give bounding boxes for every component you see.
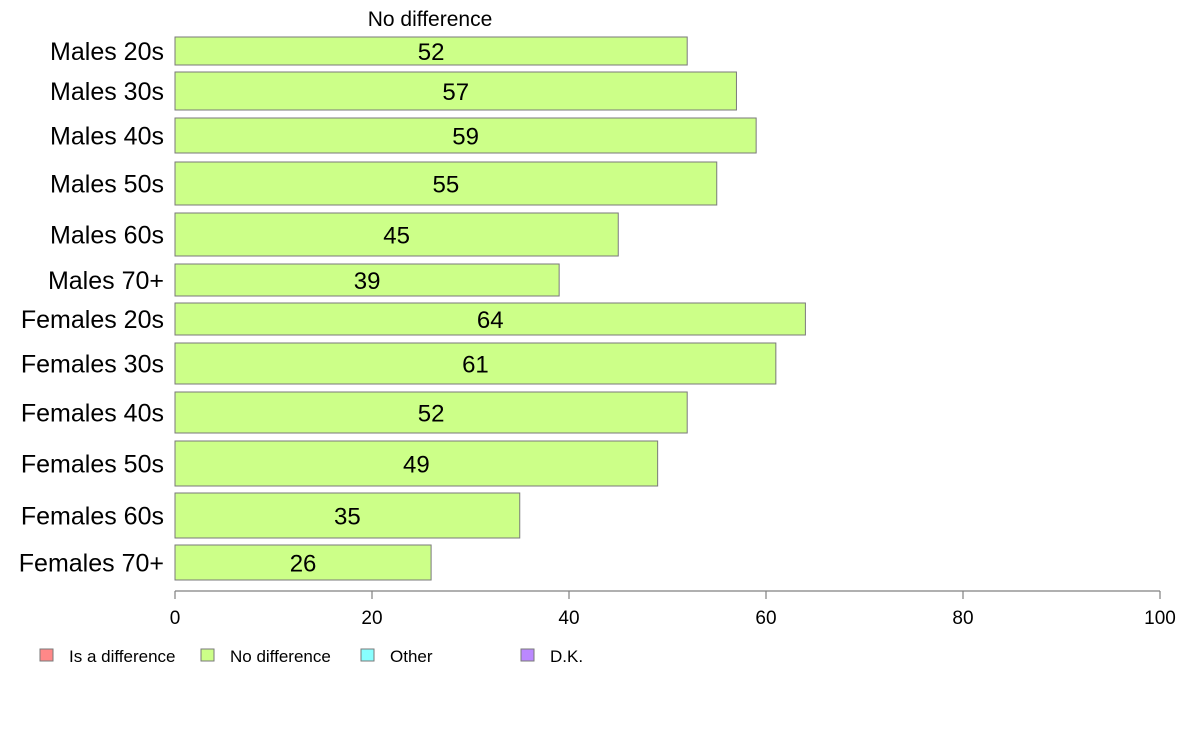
- bars-group: Males 20s 52 Males 30s 57 Males 40s 59 Males 5…: [19, 36, 806, 581]
- series-title: No difference: [368, 8, 493, 31]
- x-tick-label: 80: [952, 608, 973, 629]
- category-label: Males 60s: [50, 222, 164, 250]
- value-label: 45: [383, 223, 410, 250]
- value-label: 61: [462, 352, 489, 379]
- x-tick-label: 100: [1144, 608, 1176, 629]
- category-label: Males 20s: [50, 38, 164, 66]
- legend-label-d-k: D.K.: [550, 647, 583, 666]
- category-label: Males 50s: [50, 171, 164, 199]
- value-label: 49: [403, 452, 430, 479]
- category-label: Males 70+: [48, 267, 164, 295]
- category-label: Females 40s: [21, 400, 164, 428]
- bar-males-60s: [174, 212, 619, 257]
- x-axis: 0 20 40 60 80 100: [170, 590, 1176, 629]
- legend-label-no-difference: No difference: [230, 647, 331, 666]
- legend-swatch-no-difference: [200, 648, 215, 662]
- value-label: 59: [452, 124, 479, 151]
- bar-females-20s: [174, 302, 806, 336]
- bar-males-70: [174, 263, 560, 297]
- legend-swatch-d-k: [520, 648, 535, 662]
- category-label: Females 70+: [19, 550, 164, 578]
- bar-females-50s: [174, 440, 659, 487]
- value-label: 39: [354, 268, 381, 295]
- legend-label-other: Other: [390, 647, 433, 666]
- value-label: 52: [418, 401, 445, 428]
- category-label: Females 30s: [21, 351, 164, 379]
- bar-males-20s: [174, 36, 688, 66]
- category-label: Females 20s: [21, 306, 164, 334]
- value-label: 55: [433, 172, 460, 199]
- value-label: 57: [442, 79, 469, 106]
- legend-swatch-other: [360, 648, 375, 662]
- bar-males-50s: [174, 161, 718, 206]
- value-label: 35: [334, 504, 361, 531]
- legend-swatch-is-a-difference: [39, 648, 54, 662]
- value-label: 26: [290, 551, 317, 578]
- bar-females-40s: [174, 391, 688, 434]
- bar-females-70: [174, 544, 432, 581]
- bar-females-60s: [174, 492, 521, 539]
- bar-males-30s: [174, 71, 737, 111]
- category-label: Females 60s: [21, 503, 164, 531]
- category-label: Males 30s: [50, 78, 164, 106]
- x-tick-label: 0: [170, 608, 181, 629]
- x-tick-label: 40: [558, 608, 579, 629]
- category-label: Females 50s: [21, 451, 164, 479]
- category-label: Males 40s: [50, 123, 164, 151]
- x-tick-label: 60: [755, 608, 776, 629]
- bar-males-40s: [174, 117, 757, 154]
- legend-label-is-a-difference: Is a difference: [69, 647, 175, 666]
- legend: Is a difference No difference Other D.K.: [39, 647, 583, 666]
- x-tick-label: 20: [361, 608, 382, 629]
- value-label: 64: [477, 307, 504, 334]
- bar-females-30s: [174, 342, 777, 385]
- value-label: 52: [418, 39, 445, 66]
